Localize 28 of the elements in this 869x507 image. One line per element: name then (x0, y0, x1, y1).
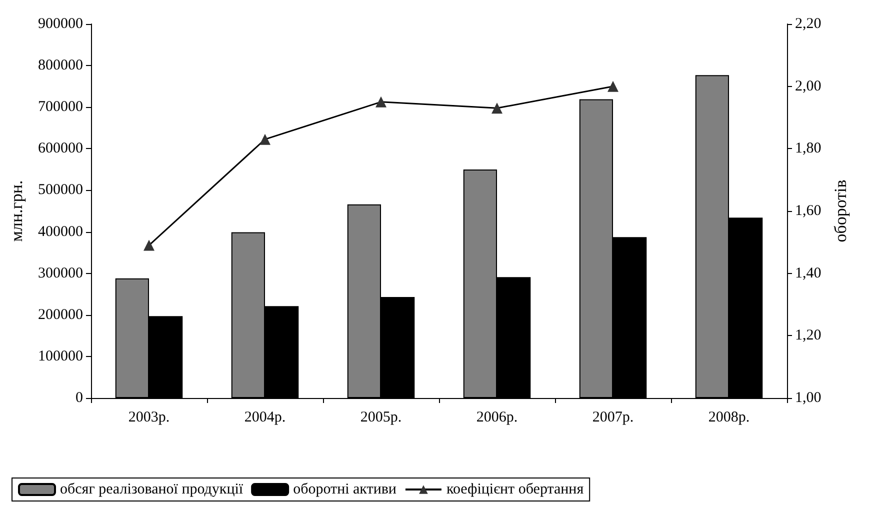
y2-tick-label: 1,60 (795, 203, 822, 219)
y-tick-label: 0 (76, 390, 83, 406)
legend-label: коефіцієнт обертання (446, 482, 584, 498)
x-tick-label: 2004р. (244, 410, 286, 426)
legend-label: обсяг реалізованої продукції (60, 482, 244, 498)
y-tick-label: 200000 (38, 306, 83, 323)
y-tick-label: 600000 (38, 140, 83, 157)
x-tick-label: 2008р. (708, 410, 750, 426)
y2-tick-label: 1,80 (795, 140, 822, 157)
y-tick-label: 800000 (38, 58, 83, 74)
x-tick-label: 2003р. (128, 410, 170, 426)
y-tick-label: 500000 (38, 182, 83, 198)
y2-tick-label: 2,20 (795, 16, 822, 32)
y-tick-label: 900000 (38, 16, 83, 32)
y-tick-label: 300000 (38, 265, 83, 282)
x-tick-label: 2006р. (476, 410, 518, 426)
legend-label: оборотні активи (293, 482, 396, 498)
y-axis-title: млн.грн. (7, 180, 26, 242)
y-tick-label: 700000 (38, 99, 83, 116)
y2-tick-label: 2,00 (795, 78, 822, 94)
y2-axis-title: оборотів (831, 180, 850, 242)
x-tick-label: 2007р. (592, 410, 634, 426)
y2-tick-label: 1,00 (795, 390, 822, 406)
y-tick-label: 100000 (38, 348, 83, 364)
y2-tick-label: 1,40 (795, 265, 822, 282)
y2-tick-label: 1,20 (795, 328, 822, 344)
x-tick-label: 2005р. (360, 410, 402, 426)
y-tick-label: 400000 (38, 224, 83, 240)
